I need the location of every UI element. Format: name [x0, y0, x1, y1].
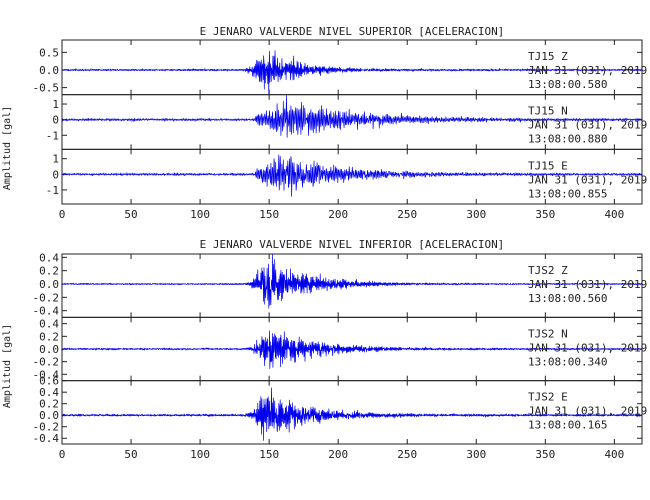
- trace-annotation: JAN 31 (031), 2019: [528, 119, 647, 132]
- y-tick-label: 0.0: [39, 64, 59, 77]
- x-tick-label: 350: [535, 448, 555, 461]
- waveform-line: [61, 95, 643, 138]
- y-tick-label: 0.0: [39, 278, 59, 291]
- x-tick-label: 150: [259, 448, 279, 461]
- y-tick-label: -1: [46, 184, 59, 197]
- y-tick-label: 0: [52, 114, 59, 127]
- waveform-line: [61, 50, 643, 96]
- y-tick-label: 1: [52, 98, 59, 111]
- x-tick-label: 0: [59, 208, 66, 221]
- y-tick-label: 0: [52, 168, 59, 181]
- x-tick-label: 100: [190, 448, 210, 461]
- trace-annotation: JAN 31 (031), 2019: [528, 341, 647, 354]
- x-tick-label: 300: [466, 208, 486, 221]
- y-tick-label: 0.0: [39, 409, 59, 422]
- y-tick-label: 0.4: [39, 386, 59, 399]
- y-tick-label: -0.2: [33, 291, 60, 304]
- trace-annotation: TJS2 E: [528, 391, 568, 404]
- chart-panel-2: E JENARO VALVERDE NIVEL INFERIOR [ACELER…: [2, 238, 647, 461]
- trace-annotation: 13:08:00.580: [528, 78, 607, 91]
- y-tick-label: -0.4: [33, 368, 60, 381]
- chart-panel-1: E JENARO VALVERDE NIVEL SUPERIOR [ACELER…: [2, 25, 647, 221]
- y-tick-label: 0.6: [39, 375, 59, 388]
- y-tick-label: -0.4: [33, 305, 60, 318]
- x-tick-label: 350: [535, 208, 555, 221]
- trace-annotation: JAN 31 (031), 2019: [528, 64, 647, 77]
- waveform-line: [61, 154, 643, 197]
- x-tick-label: 400: [604, 208, 624, 221]
- x-tick-label: 250: [397, 208, 417, 221]
- y-tick-label: 0.4: [39, 251, 59, 264]
- y-tick-label: 0.0: [39, 343, 59, 356]
- trace-annotation: TJS2 Z: [528, 264, 568, 277]
- trace-annotation: 13:08:00.880: [528, 133, 607, 146]
- chart-title: E JENARO VALVERDE NIVEL INFERIOR [ACELER…: [200, 238, 505, 251]
- y-tick-label: 0.2: [39, 265, 59, 278]
- trace-annotation: JAN 31 (031), 2019: [528, 278, 647, 291]
- y-tick-label: -0.5: [33, 82, 60, 95]
- trace-frame: [61, 148, 643, 205]
- waveform-line: [61, 330, 643, 369]
- x-tick-label: 50: [124, 448, 137, 461]
- x-tick-label: 250: [397, 448, 417, 461]
- trace-annotation: JAN 31 (031), 2019: [528, 173, 647, 186]
- x-tick-label: 400: [604, 448, 624, 461]
- x-tick-label: 200: [328, 448, 348, 461]
- waveform-line: [61, 387, 643, 441]
- trace-annotation: 13:08:00.165: [528, 419, 607, 432]
- y-tick-label: -0.4: [33, 432, 60, 445]
- y-tick-label: 1: [52, 153, 59, 166]
- y-axis-label: Amplitud [gal]: [2, 324, 13, 408]
- trace-annotation: TJS2 N: [528, 327, 568, 340]
- chart-title: E JENARO VALVERDE NIVEL SUPERIOR [ACELER…: [200, 25, 505, 38]
- y-tick-label: 0.5: [39, 46, 59, 59]
- x-tick-label: 150: [259, 208, 279, 221]
- x-tick-label: 100: [190, 208, 210, 221]
- y-axis-label: Amplitud [gal]: [2, 106, 13, 190]
- x-tick-label: 0: [59, 448, 66, 461]
- y-tick-label: -0.2: [33, 421, 60, 434]
- y-tick-label: 0.2: [39, 330, 59, 343]
- trace-annotation: JAN 31 (031), 2019: [528, 405, 647, 418]
- y-tick-label: 0.4: [39, 318, 59, 331]
- x-tick-label: 200: [328, 208, 348, 221]
- x-tick-label: 50: [124, 208, 137, 221]
- y-tick-label: -1: [46, 129, 59, 142]
- trace-annotation: 13:08:00.560: [528, 292, 607, 305]
- trace-frame: [61, 380, 643, 445]
- trace-annotation: 13:08:00.340: [528, 355, 607, 368]
- waveform-line: [61, 253, 643, 309]
- trace-annotation: TJ15 E: [528, 159, 568, 172]
- trace-annotation: 13:08:00.855: [528, 187, 607, 200]
- trace-annotation: TJ15 Z: [528, 50, 568, 63]
- x-tick-label: 300: [466, 448, 486, 461]
- trace-annotation: TJ15 N: [528, 105, 568, 118]
- y-tick-label: 0.2: [39, 398, 59, 411]
- y-tick-label: -0.2: [33, 356, 60, 369]
